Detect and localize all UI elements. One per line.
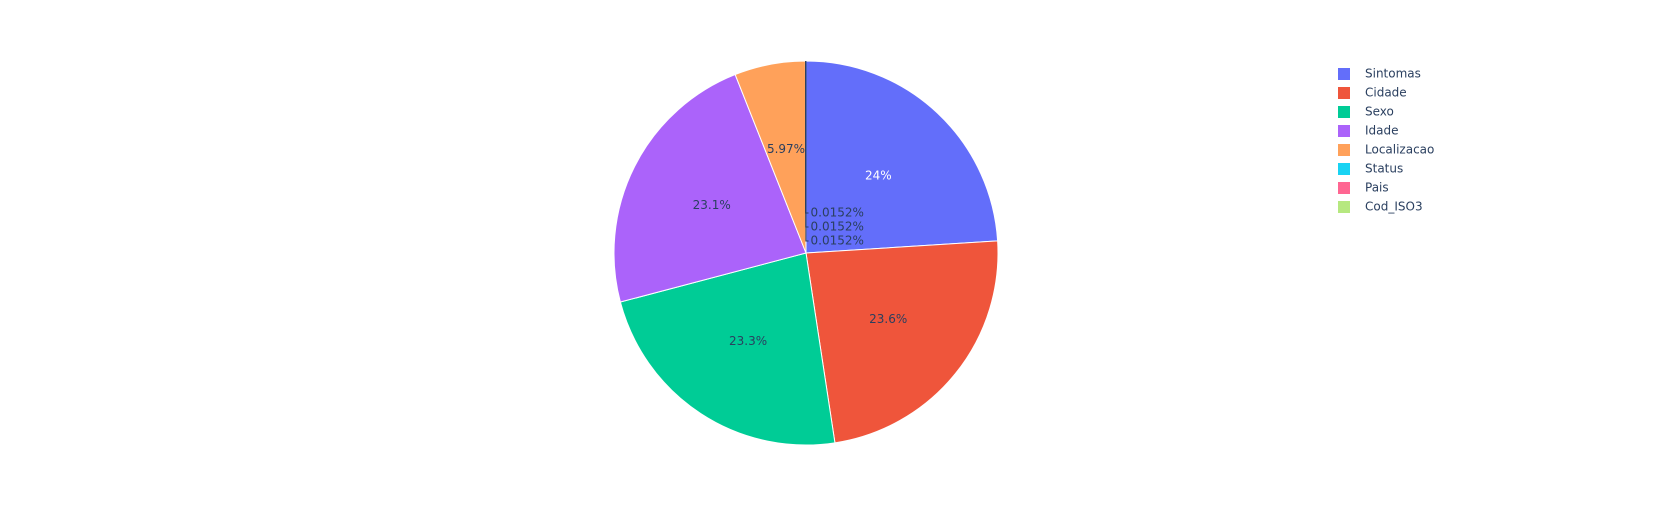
slice-label-idade: 23.1% (693, 198, 731, 212)
legend-item-status[interactable]: Status (1338, 162, 1403, 176)
legend-item-sexo[interactable]: Sexo (1338, 105, 1394, 119)
pie-slice-idade[interactable] (613, 73, 807, 303)
slice-label-cidade: 23.6% (869, 312, 907, 326)
legend: Sintomas Cidade Sexo Idade Localizacao Status… (1338, 67, 1434, 214)
legend-label-idade: Idade (1365, 124, 1399, 138)
slice-label-pais: 0.0152% (811, 220, 864, 234)
legend-label-sexo: Sexo (1365, 105, 1394, 119)
slice-label-sexo: 23.3% (729, 334, 767, 348)
slice-label-sintomas: 24% (865, 169, 892, 183)
legend-swatch-pais (1338, 182, 1350, 194)
pie-slice-sintomas[interactable] (805, 60, 999, 254)
legend-swatch-localizacao (1338, 144, 1350, 156)
legend-swatch-sintomas (1338, 68, 1350, 80)
legend-label-cidade: Cidade (1365, 86, 1407, 100)
legend-label-sintomas: Sintomas (1365, 67, 1421, 81)
leader-line-cod-iso3 (805, 61, 809, 242)
legend-item-localizacao[interactable]: Localizacao (1338, 143, 1434, 157)
legend-swatch-cidade (1338, 87, 1350, 99)
legend-item-sintomas[interactable]: Sintomas (1338, 67, 1421, 81)
legend-label-status: Status (1365, 162, 1403, 176)
legend-swatch-cod-iso3 (1338, 201, 1350, 213)
legend-swatch-status (1338, 163, 1350, 175)
pie-slices (613, 60, 999, 446)
legend-item-idade[interactable]: Idade (1338, 124, 1399, 138)
pie-slice-cidade[interactable] (805, 240, 999, 444)
legend-item-cidade[interactable]: Cidade (1338, 86, 1407, 100)
pie-slice-sexo[interactable] (619, 252, 836, 446)
legend-label-cod-iso3: Cod_ISO3 (1365, 200, 1423, 214)
legend-swatch-idade (1338, 125, 1350, 137)
legend-swatch-sexo (1338, 106, 1350, 118)
legend-label-pais: Pais (1365, 181, 1389, 195)
legend-item-cod-iso3[interactable]: Cod_ISO3 (1338, 200, 1423, 214)
slice-label-localizacao: 5.97% (767, 142, 805, 156)
slice-label-cod-iso3: 0.0152% (811, 234, 864, 248)
pie-inside-labels: 24% 23.6% 23.3% 23.1% 5.97% (693, 142, 908, 348)
legend-item-pais[interactable]: Pais (1338, 181, 1389, 195)
pie-outside-labels: 0.0152%0.0152%0.0152% (805, 61, 864, 248)
legend-label-localizacao: Localizacao (1365, 143, 1434, 157)
slice-label-status: 0.0152% (811, 206, 864, 220)
